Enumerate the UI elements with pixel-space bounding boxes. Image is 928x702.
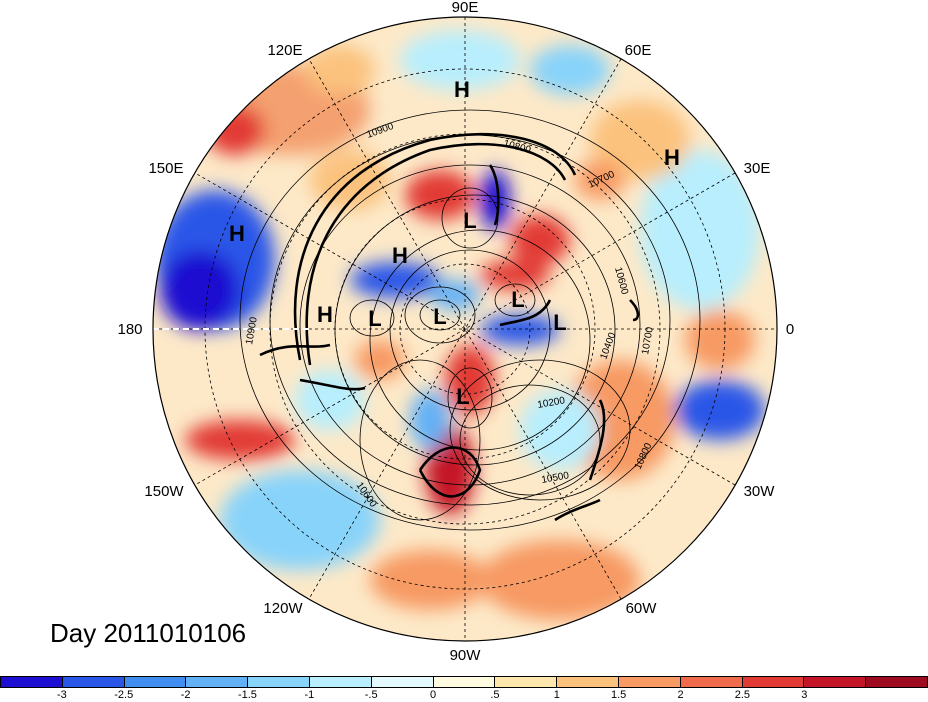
lon-label-30w: 30W [744,483,776,500]
colorbar-tick-label: -1 [304,689,315,701]
lon-label-90w: 90W [450,647,482,664]
colorbar-cell [866,677,927,687]
colorbar-cell [557,677,619,687]
colorbar-tick-label: 1.5 [611,689,627,701]
low-center: L [456,384,469,409]
colorbar-tick-labels: -3 -2.5 -2 -1.5 -1 -.5 0 .5 1 1.5 2 2.5 3 [0,689,928,702]
colorbar-tick-label: 3 [801,689,808,701]
high-center: H [229,221,245,246]
colorbar-tick-label: -1.5 [237,689,257,701]
colorbar-tick-label: 2.5 [734,689,751,701]
contour-label: 10700 [640,326,656,356]
colorbar-cell [309,677,372,687]
colorbar-cell [804,677,867,687]
lon-label-120w: 120W [263,600,303,617]
longitude-labels: 90E 60E 30E 0 30W 60W 90W 120W 150W 180 … [117,0,794,664]
low-center: L [368,306,381,331]
map-boundary [152,16,778,642]
lon-label-180: 180 [117,321,142,338]
colorbar-cell [742,677,805,687]
colorbar-tick-label: 1 [553,689,560,701]
polar-map: 90E 60E 30E 0 30W 60W 90W 120W 150W 180 … [117,0,794,664]
low-center: L [511,287,524,312]
colorbar-tick-label: 0 [430,689,437,701]
colorbar-cell [1,677,63,687]
colorbar-tick-label: .5 [490,689,500,701]
colorbar [0,676,928,688]
anomaly-field [153,17,777,641]
high-center: H [664,145,680,170]
colorbar-cell [62,677,125,687]
lon-label-0: 0 [786,321,794,338]
high-center: H [454,77,470,102]
low-center: L [433,304,446,329]
colorbar-tick-label: 2 [677,689,684,701]
lon-label-60w: 60W [626,600,658,617]
contour-label: 10500 [541,470,571,486]
colorbar-tick-label: -2 [180,689,191,701]
colorbar-cell [248,677,310,687]
low-center: L [463,208,476,233]
lon-label-120e: 120E [267,42,302,59]
colorbar-cell [186,677,249,687]
colorbar-tick-label: -.5 [364,689,378,701]
high-center: H [392,243,408,268]
colorbar-cell [495,677,558,687]
pressure-centers: H H H H H L L L L L L [229,77,680,409]
lon-label-60e: 60E [625,42,652,59]
contour-label: 10900 [244,316,260,346]
colorbar-tick-label: -2.5 [114,689,134,701]
lon-label-30e: 30E [744,160,771,177]
lon-label-150e: 150E [148,160,183,177]
colorbar-cell [371,677,434,687]
colorbar-cell [433,677,496,687]
lon-label-150w: 150W [144,483,184,500]
low-center: L [553,310,566,335]
colorbar-cell [124,677,187,687]
contour-label: 10200 [537,395,567,411]
colorbar-cell [680,677,743,687]
colorbar-cell [618,677,681,687]
high-center: H [317,302,333,327]
colorbar-tick-label: -3 [56,689,67,701]
lon-label-90e: 90E [452,0,479,16]
day-label: Day 2011010106 [50,618,247,648]
